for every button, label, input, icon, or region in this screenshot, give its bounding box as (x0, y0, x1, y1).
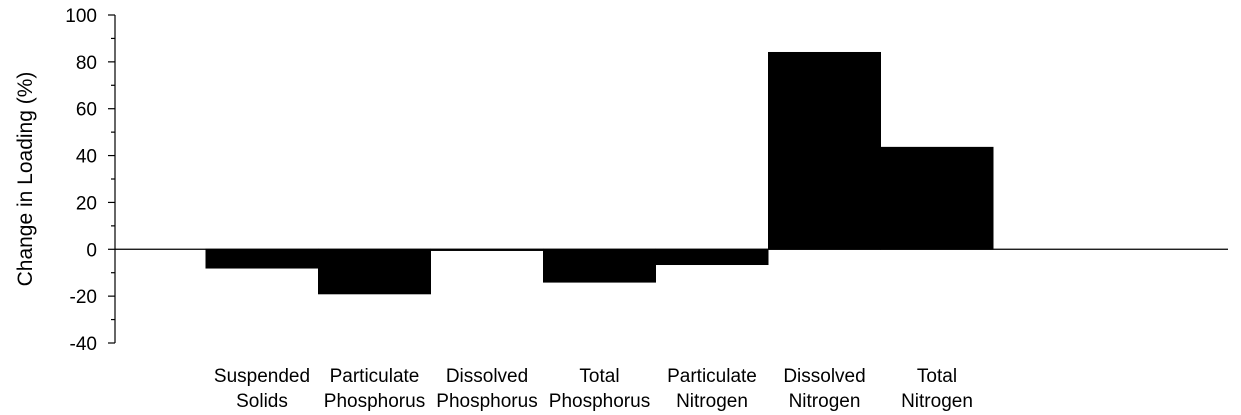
y-tick-label: 40 (76, 147, 97, 168)
category-label: Particulate (330, 366, 420, 387)
bar (205, 248, 319, 269)
category-label: Nitrogen (676, 391, 748, 412)
y-tick-label: 0 (86, 240, 97, 261)
category-label: Nitrogen (789, 391, 861, 412)
bar (430, 248, 544, 251)
bar (880, 146, 994, 250)
category-label: Particulate (667, 366, 757, 387)
bar (318, 248, 431, 295)
y-tick-label: -40 (70, 334, 97, 355)
category-label: Solids (236, 391, 288, 412)
y-tick-label: 80 (76, 53, 97, 74)
category-label: Phosphorus (436, 391, 537, 412)
y-tick-label: 20 (76, 193, 97, 214)
category-label: Suspended (214, 366, 310, 387)
category-label: Total (579, 366, 619, 387)
category-label: Nitrogen (901, 391, 973, 412)
y-axis: -40 -20 0 20 40 60 80 100 (65, 6, 116, 355)
category-label: Phosphorus (324, 391, 425, 412)
bar (543, 248, 656, 283)
bar (655, 248, 769, 266)
bar (768, 51, 881, 250)
y-tick-label: 60 (76, 100, 97, 121)
y-tick-label: 100 (65, 6, 97, 27)
y-tick-label: -20 (70, 287, 97, 308)
category-label: Total (917, 366, 957, 387)
category-label: Dissolved (783, 366, 865, 387)
y-axis-title: Change in Loading (%) (14, 72, 37, 287)
category-label: Phosphorus (549, 391, 650, 412)
category-labels: Suspended Solids Particulate Phosphorus Diss… (214, 366, 973, 412)
bars (205, 51, 994, 295)
category-label: Dissolved (446, 366, 528, 387)
